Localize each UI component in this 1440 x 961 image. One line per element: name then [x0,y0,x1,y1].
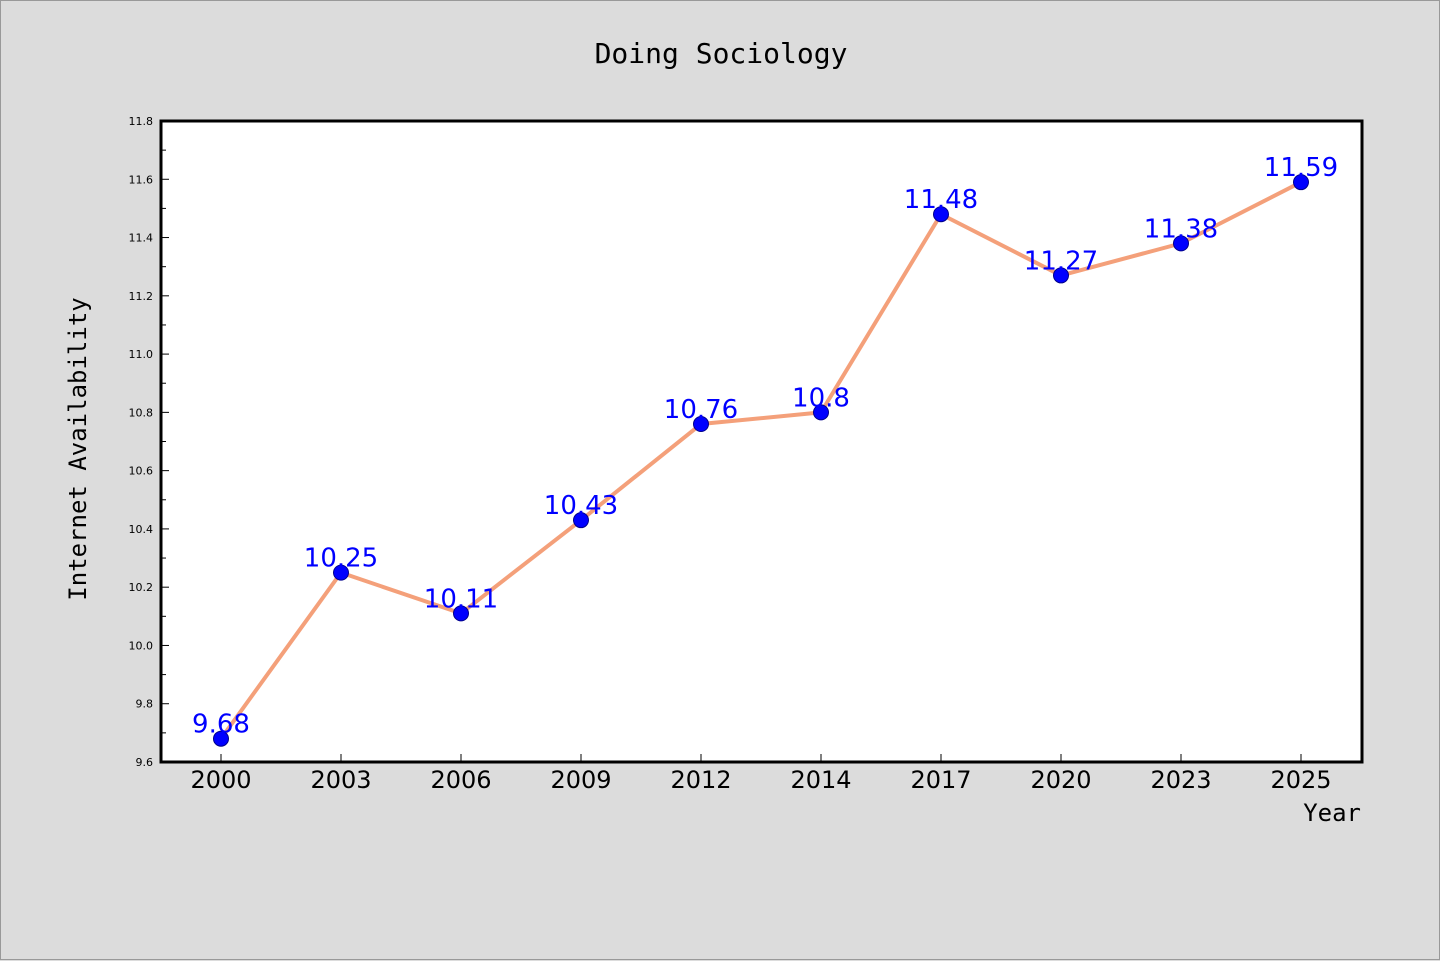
data-point [1173,235,1189,252]
data-label: 11.38 [1144,214,1218,244]
data-label: 11.59 [1264,153,1338,183]
y-tick-label: 11.6 [129,173,154,186]
data-label: 11.27 [1024,246,1098,276]
y-tick-label: 11.4 [129,232,154,245]
y-axis: 9.6 9.8 10.0 10.2 10.4 10.6 10.8 11.0 11.2 11.4 11… [129,115,169,769]
data-label: 10.43 [544,491,618,521]
data-point [1053,267,1069,284]
y-tick-label: 10.4 [129,523,154,536]
x-axis: 2000 2003 2006 2009 2012 2014 2017 2020 2023 2025 [190,754,1332,794]
x-tick-label: 2000 [190,766,251,794]
data-point [1293,174,1309,191]
x-tick-label: 2020 [1030,766,1091,794]
plot-area [159,119,1364,764]
y-tick-label: 11.2 [129,290,154,303]
series-line-group [219,180,1302,740]
x-tick-label: 2023 [1150,766,1211,794]
y-tick-label: 11.0 [129,348,154,361]
data-markers [213,174,1309,747]
data-point [933,206,949,223]
x-tick-label: 2012 [670,766,731,794]
x-tick-label: 2006 [430,766,491,794]
x-tick-label: 2025 [1270,766,1331,794]
y-tick-label: 10.2 [129,581,154,594]
x-tick-label: 2017 [910,766,971,794]
data-labels: 9.68 10.25 10.11 10.43 10.76 10.8 11.48 11.27 11… [192,153,1338,740]
data-point [333,564,349,581]
data-point [813,404,829,421]
x-tick-label: 2009 [550,766,611,794]
data-label: 10.11 [424,584,498,614]
y-tick-label: 10.0 [129,639,154,652]
x-tick-label: 2014 [790,766,851,794]
data-point [693,416,709,433]
y-tick-label: 10.6 [129,465,154,478]
x-tick-label: 2003 [310,766,371,794]
x-axis-title: Year [1303,799,1361,827]
data-label: 10.76 [664,395,738,425]
data-point [453,605,469,622]
data-point [213,730,229,747]
y-axis-title: Internet Availability [64,297,92,600]
y-tick-label: 9.6 [136,756,154,769]
y-tick-label: 9.8 [136,698,154,711]
y-tick-label: 11.8 [129,115,154,128]
series-line [219,180,1302,740]
data-label: 11.48 [904,185,978,215]
chart-title: Doing Sociology [595,37,848,70]
data-point [573,512,589,529]
data-label: 10.25 [304,544,378,574]
data-label: 10.8 [792,383,850,413]
y-tick-label: 10.8 [129,406,154,419]
data-label: 9.68 [192,710,250,740]
